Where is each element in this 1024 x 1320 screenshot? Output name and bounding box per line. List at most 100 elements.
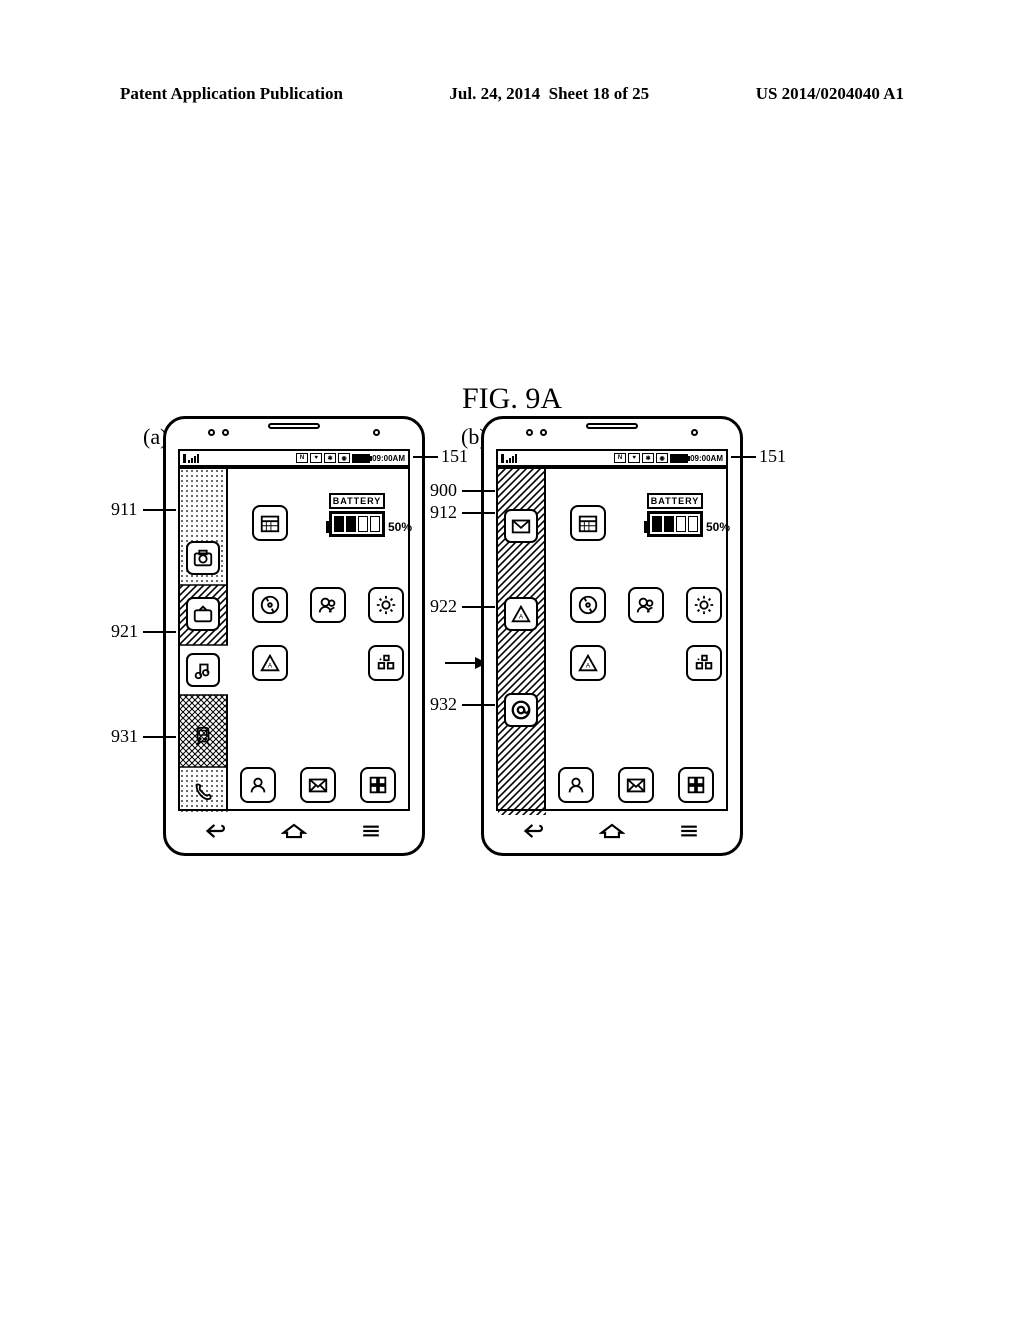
menu-button[interactable] — [674, 820, 704, 842]
calendar-icon[interactable] — [252, 505, 288, 541]
callout-line — [413, 456, 438, 458]
camera-icon[interactable] — [186, 541, 220, 575]
status-icon: ✱ — [642, 453, 654, 463]
battery-body-icon: 50% — [329, 511, 385, 537]
callout-931: 931 — [111, 726, 138, 747]
phone-b: N ♥ ✱ ◉ 09:00AM A — [481, 416, 743, 856]
status-icon: ◉ — [656, 453, 668, 463]
status-icon: N — [614, 453, 626, 463]
status-icon: N — [296, 453, 308, 463]
calendar-icon[interactable] — [570, 505, 606, 541]
battery-percent: 50% — [388, 520, 412, 534]
sensor-icon — [526, 429, 533, 436]
callout-932: 932 — [430, 694, 457, 715]
train-icon[interactable] — [186, 719, 220, 753]
status-bar: N ♥ ✱ ◉ 09:00AM — [496, 449, 728, 467]
contact-icon[interactable] — [240, 767, 276, 803]
back-button[interactable] — [520, 820, 550, 842]
apps4-icon[interactable] — [686, 645, 722, 681]
menu-button[interactable] — [356, 820, 386, 842]
callout-922: 922 — [430, 596, 457, 617]
phone-a: N ♥ ✱ ◉ 09:00AM — [163, 416, 425, 856]
battery-widget: BATTERY 50% — [632, 493, 718, 540]
earpiece — [586, 423, 638, 429]
status-icon: ✱ — [324, 453, 336, 463]
callout-line — [462, 490, 495, 492]
dock — [546, 767, 726, 803]
sensor-icon — [208, 429, 215, 436]
mail-icon[interactable] — [618, 767, 654, 803]
people-icon[interactable] — [310, 587, 346, 623]
envelope-icon[interactable] — [504, 509, 538, 543]
signal-icon — [183, 454, 199, 463]
appgrid-icon[interactable] — [360, 767, 396, 803]
status-time: 09:00AM — [372, 454, 405, 463]
callout-line — [462, 704, 495, 706]
callout-151: 151 — [441, 446, 468, 467]
battery-icon — [352, 454, 370, 463]
status-icon: ♥ — [628, 453, 640, 463]
side-panel: A — [498, 469, 546, 809]
callout-line — [143, 631, 176, 633]
status-time: 09:00AM — [690, 454, 723, 463]
status-right: N ♥ ✱ ◉ 09:00AM — [296, 453, 405, 463]
mail-icon[interactable] — [300, 767, 336, 803]
header-pubno: US 2014/0204040 A1 — [756, 84, 904, 104]
arrow-icon — [445, 662, 485, 664]
appgrid-icon[interactable] — [678, 767, 714, 803]
battery-widget: BATTERY 50% — [314, 493, 400, 540]
battery-percent: 50% — [706, 520, 730, 534]
callout-151b: 151 — [759, 446, 786, 467]
people-icon[interactable] — [628, 587, 664, 623]
at-icon[interactable] — [504, 693, 538, 727]
screen: BATTERY 50% A — [178, 467, 410, 811]
svg-text:A: A — [268, 663, 273, 670]
header-publication: Patent Application Publication — [120, 84, 343, 104]
signal-icon — [501, 454, 517, 463]
callout-912: 912 — [430, 502, 457, 523]
disc-icon[interactable] — [570, 587, 606, 623]
callout-900: 900 — [430, 480, 457, 501]
callout-line — [462, 606, 495, 608]
status-right: N ♥ ✱ ◉ 09:00AM — [614, 453, 723, 463]
nav-bar — [496, 817, 728, 845]
phone-icon[interactable] — [186, 775, 220, 809]
sensor-icon — [691, 429, 698, 436]
contact-icon[interactable] — [558, 767, 594, 803]
status-bar: N ♥ ✱ ◉ 09:00AM — [178, 449, 410, 467]
disc-icon[interactable] — [252, 587, 288, 623]
nav-bar — [178, 817, 410, 845]
battery-label: BATTERY — [647, 493, 704, 509]
earpiece — [268, 423, 320, 429]
triangle-a-icon[interactable]: A — [252, 645, 288, 681]
gear-icon[interactable] — [368, 587, 404, 623]
callout-911: 911 — [111, 499, 137, 520]
back-button[interactable] — [202, 820, 232, 842]
home-button[interactable] — [597, 820, 627, 842]
battery-body-icon: 50% — [647, 511, 703, 537]
status-icon: ♥ — [310, 453, 322, 463]
triangle-a-icon[interactable]: A — [504, 597, 538, 631]
figure-container: (a) (b) N ♥ ✱ ◉ 09:00AM — [163, 416, 743, 856]
svg-text:A: A — [519, 614, 524, 621]
gear-icon[interactable] — [686, 587, 722, 623]
status-icon: ◉ — [338, 453, 350, 463]
home-button[interactable] — [279, 820, 309, 842]
sensor-icon — [540, 429, 547, 436]
sensor-icon — [373, 429, 380, 436]
callout-line — [731, 456, 756, 458]
sensor-icon — [222, 429, 229, 436]
music-icon[interactable] — [186, 653, 220, 687]
callout-line — [143, 736, 176, 738]
figure-title: FIG. 9A — [0, 382, 1024, 416]
triangle-a-icon[interactable]: A — [570, 645, 606, 681]
battery-label: BATTERY — [329, 493, 386, 509]
apps4-icon[interactable] — [368, 645, 404, 681]
screen: A BATTERY 50% — [496, 467, 728, 811]
battery-icon — [670, 454, 688, 463]
side-panel — [180, 469, 228, 809]
callout-line — [143, 509, 176, 511]
tv-icon[interactable] — [186, 597, 220, 631]
svg-text:A: A — [586, 663, 591, 670]
page-header: Patent Application Publication Jul. 24, … — [120, 84, 904, 104]
